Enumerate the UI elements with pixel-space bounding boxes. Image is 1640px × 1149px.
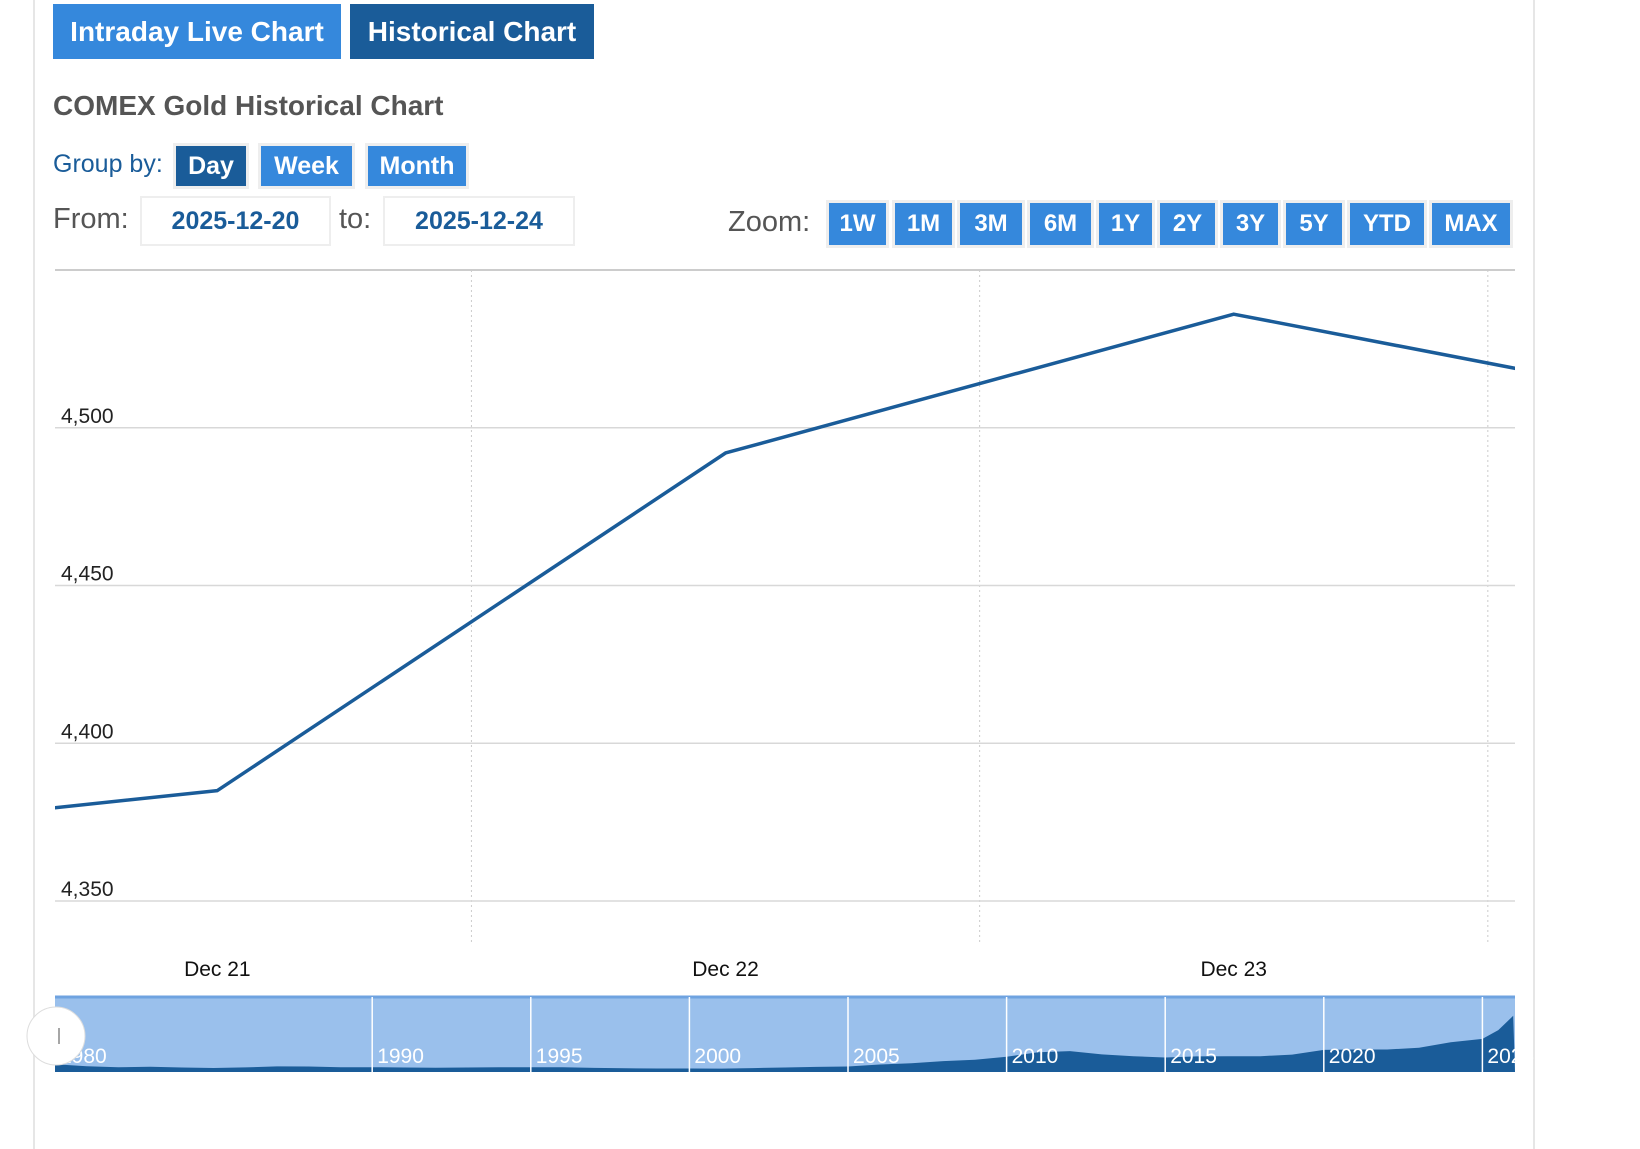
x-tick-label: Dec 23 xyxy=(1200,958,1267,981)
group-day-button[interactable]: Day xyxy=(173,143,249,189)
zoom-max-button[interactable]: MAX xyxy=(1429,200,1513,248)
zoom-3y-button[interactable]: 3Y xyxy=(1220,200,1281,248)
navigator-year-label: 1995 xyxy=(536,1045,583,1068)
zoom-1w-button[interactable]: 1W xyxy=(826,200,889,248)
price-line xyxy=(55,312,1515,810)
y-tick-label: 4,400 xyxy=(61,720,114,743)
navigator-year-label: 2020 xyxy=(1329,1045,1376,1068)
zoom-2y-button[interactable]: 2Y xyxy=(1157,200,1218,248)
y-tick-label: 4,500 xyxy=(61,405,114,428)
zoom-label: Zoom: xyxy=(728,206,811,238)
navigator-left-handle[interactable] xyxy=(26,1006,86,1066)
x-tick-label: Dec 21 xyxy=(184,958,251,981)
navigator-series xyxy=(55,1015,1515,1072)
group-week-button[interactable]: Week xyxy=(258,143,355,189)
navigator-year-label: 2025 xyxy=(1487,1045,1534,1068)
navigator-year-label: 2010 xyxy=(1012,1045,1059,1068)
zoom-ytd-button[interactable]: YTD xyxy=(1347,200,1427,248)
zoom-5y-button[interactable]: 5Y xyxy=(1283,200,1345,248)
navigator-year-label: 2015 xyxy=(1170,1045,1217,1068)
from-date-input[interactable]: 2025-12-20 xyxy=(140,196,331,246)
navigator-year-label: 2000 xyxy=(694,1045,741,1068)
y-tick-label: 4,450 xyxy=(61,563,114,586)
zoom-3m-button[interactable]: 3M xyxy=(957,200,1025,248)
tab-historical-chart[interactable]: Historical Chart xyxy=(350,4,594,59)
group-month-button[interactable]: Month xyxy=(365,143,469,189)
from-label: From: xyxy=(53,203,129,235)
tab-intraday-live-chart[interactable]: Intraday Live Chart xyxy=(53,4,341,59)
y-tick-label: 4,350 xyxy=(61,878,114,901)
zoom-6m-button[interactable]: 6M xyxy=(1027,200,1094,248)
to-date-input[interactable]: 2025-12-24 xyxy=(383,196,575,246)
chart-container xyxy=(33,0,1535,1149)
to-label: to: xyxy=(339,203,372,235)
page-title: COMEX Gold Historical Chart xyxy=(53,90,444,121)
zoom-1m-button[interactable]: 1M xyxy=(892,200,955,248)
group-by-label: Group by: xyxy=(53,150,163,178)
navigator-year-label: 2005 xyxy=(853,1045,900,1068)
zoom-1y-button[interactable]: 1Y xyxy=(1096,200,1155,248)
x-tick-label: Dec 22 xyxy=(692,958,759,981)
navigator-year-label: 1990 xyxy=(377,1045,424,1068)
